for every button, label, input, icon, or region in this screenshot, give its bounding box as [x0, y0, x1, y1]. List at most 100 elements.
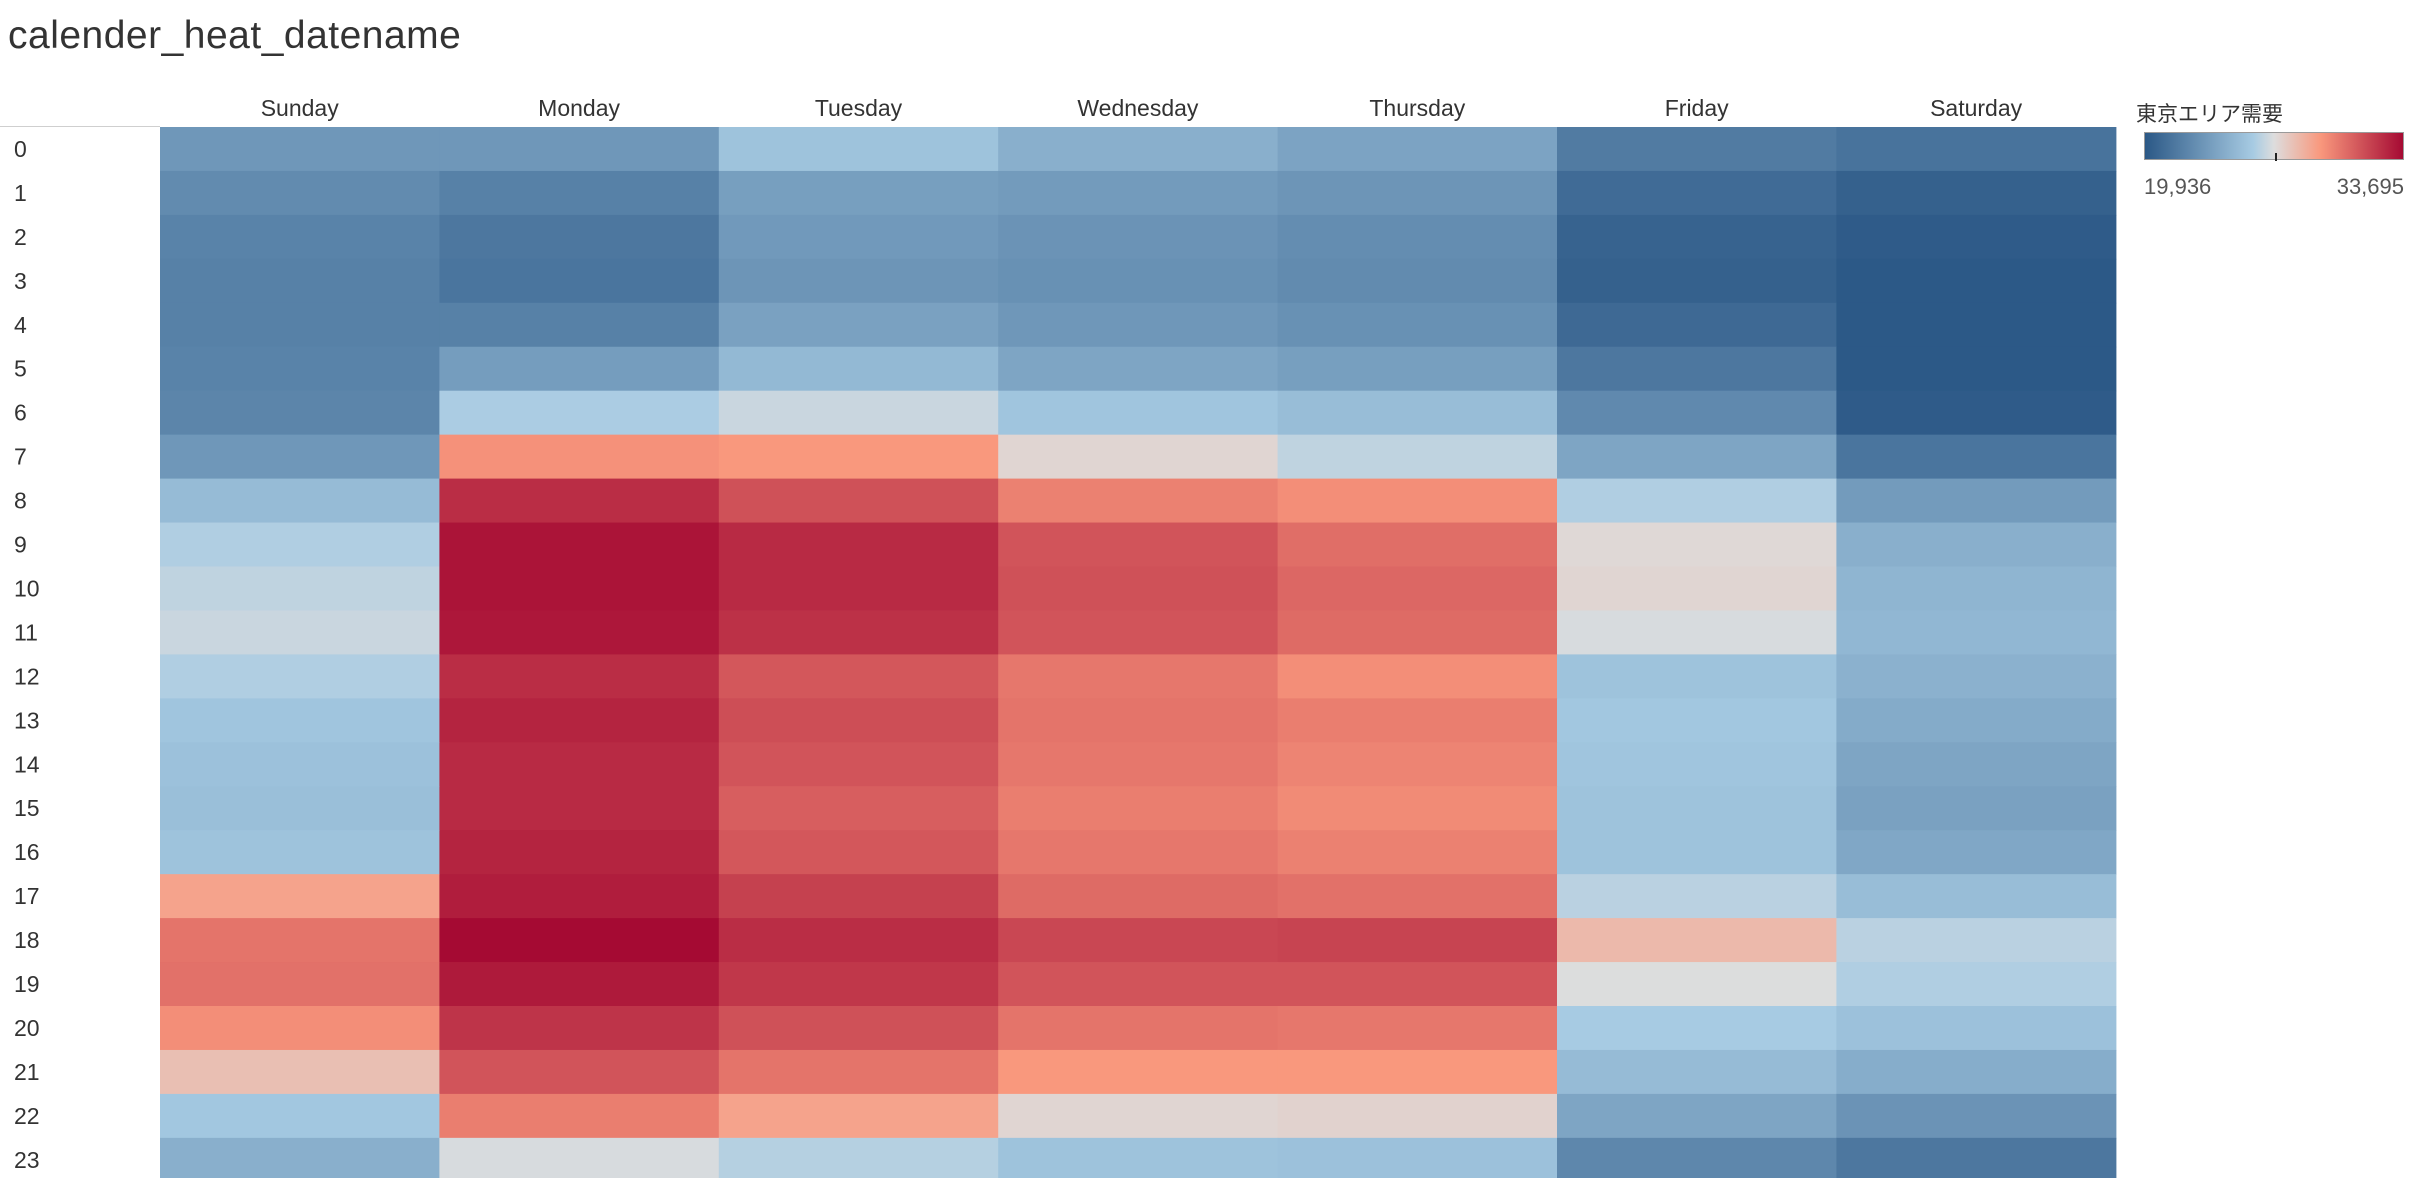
heatmap-cell-friday-11[interactable]	[1557, 610, 1837, 655]
heatmap-cell-saturday-14[interactable]	[1836, 742, 2117, 787]
heatmap-cell-sunday-19[interactable]	[160, 962, 440, 1007]
heatmap-cell-wednesday-2[interactable]	[998, 214, 1279, 260]
heatmap-cell-thursday-3[interactable]	[1277, 258, 1558, 304]
heatmap-cell-tuesday-15[interactable]	[718, 786, 999, 831]
heatmap-cell-monday-17[interactable]	[439, 874, 720, 919]
heatmap-cell-saturday-6[interactable]	[1836, 390, 2117, 436]
heatmap-cell-sunday-6[interactable]	[160, 390, 440, 436]
heatmap-cell-thursday-23[interactable]	[1277, 1137, 1558, 1178]
heatmap-cell-sunday-23[interactable]	[160, 1137, 440, 1178]
heatmap-cell-friday-0[interactable]	[1557, 127, 1837, 172]
heatmap-cell-saturday-23[interactable]	[1836, 1137, 2117, 1178]
heatmap-cell-saturday-11[interactable]	[1836, 610, 2117, 655]
heatmap-cell-sunday-1[interactable]	[160, 170, 440, 216]
heatmap-cell-thursday-10[interactable]	[1277, 566, 1558, 612]
heatmap-cell-wednesday-4[interactable]	[998, 302, 1279, 348]
heatmap-cell-thursday-14[interactable]	[1277, 742, 1558, 787]
heatmap-cell-tuesday-23[interactable]	[718, 1137, 999, 1178]
heatmap-cell-saturday-18[interactable]	[1836, 918, 2117, 963]
heatmap-cell-thursday-13[interactable]	[1277, 698, 1558, 743]
heatmap-cell-friday-10[interactable]	[1557, 566, 1837, 612]
heatmap-cell-wednesday-0[interactable]	[998, 127, 1279, 172]
heatmap-cell-thursday-16[interactable]	[1277, 830, 1558, 875]
heatmap-cell-saturday-17[interactable]	[1836, 874, 2117, 919]
heatmap-cell-friday-4[interactable]	[1557, 302, 1837, 348]
heatmap-cell-wednesday-1[interactable]	[998, 170, 1279, 216]
heatmap-cell-friday-2[interactable]	[1557, 214, 1837, 260]
heatmap-cell-thursday-12[interactable]	[1277, 654, 1558, 699]
heatmap-cell-thursday-6[interactable]	[1277, 390, 1558, 436]
heatmap-cell-monday-9[interactable]	[439, 522, 720, 568]
heatmap-cell-friday-9[interactable]	[1557, 522, 1837, 568]
heatmap-cell-friday-17[interactable]	[1557, 874, 1837, 919]
heatmap-cell-saturday-15[interactable]	[1836, 786, 2117, 831]
heatmap-cell-wednesday-16[interactable]	[998, 830, 1279, 875]
heatmap-cell-monday-18[interactable]	[439, 918, 720, 963]
heatmap-cell-monday-3[interactable]	[439, 258, 720, 304]
heatmap-cell-thursday-20[interactable]	[1277, 1006, 1558, 1051]
heatmap-cell-saturday-9[interactable]	[1836, 522, 2117, 568]
heatmap-cell-friday-13[interactable]	[1557, 698, 1837, 743]
heatmap-cell-monday-8[interactable]	[439, 478, 720, 524]
heatmap-cell-wednesday-5[interactable]	[998, 346, 1279, 392]
heatmap-cell-friday-3[interactable]	[1557, 258, 1837, 304]
heatmap-cell-sunday-13[interactable]	[160, 698, 440, 743]
heatmap-cell-saturday-0[interactable]	[1836, 127, 2117, 172]
heatmap-cell-wednesday-10[interactable]	[998, 566, 1279, 612]
heatmap-cell-sunday-21[interactable]	[160, 1049, 440, 1095]
heatmap-cell-monday-15[interactable]	[439, 786, 720, 831]
heatmap-cell-sunday-0[interactable]	[160, 127, 440, 172]
heatmap-cell-thursday-5[interactable]	[1277, 346, 1558, 392]
heatmap-cell-thursday-8[interactable]	[1277, 478, 1558, 524]
heatmap-cell-saturday-13[interactable]	[1836, 698, 2117, 743]
heatmap-cell-wednesday-9[interactable]	[998, 522, 1279, 568]
heatmap-cell-saturday-7[interactable]	[1836, 434, 2117, 480]
heatmap-cell-monday-12[interactable]	[439, 654, 720, 699]
heatmap-cell-monday-19[interactable]	[439, 962, 720, 1007]
heatmap-cell-tuesday-16[interactable]	[718, 830, 999, 875]
heatmap-cell-thursday-7[interactable]	[1277, 434, 1558, 480]
heatmap-cell-monday-23[interactable]	[439, 1137, 720, 1178]
heatmap-cell-sunday-5[interactable]	[160, 346, 440, 392]
heatmap-cell-tuesday-11[interactable]	[718, 610, 999, 655]
heatmap-cell-monday-20[interactable]	[439, 1006, 720, 1051]
heatmap-cell-tuesday-6[interactable]	[718, 390, 999, 436]
heatmap-cell-friday-5[interactable]	[1557, 346, 1837, 392]
heatmap-cell-thursday-15[interactable]	[1277, 786, 1558, 831]
heatmap-cell-sunday-17[interactable]	[160, 874, 440, 919]
heatmap-cell-saturday-8[interactable]	[1836, 478, 2117, 524]
heatmap-cell-tuesday-21[interactable]	[718, 1049, 999, 1095]
heatmap-cell-sunday-14[interactable]	[160, 742, 440, 787]
heatmap-cell-tuesday-9[interactable]	[718, 522, 999, 568]
heatmap-cell-wednesday-19[interactable]	[998, 962, 1279, 1007]
heatmap-cell-monday-0[interactable]	[439, 127, 720, 172]
heatmap-cell-friday-20[interactable]	[1557, 1006, 1837, 1051]
heatmap-cell-saturday-2[interactable]	[1836, 214, 2117, 260]
heatmap-cell-saturday-1[interactable]	[1836, 170, 2117, 216]
heatmap-cell-wednesday-15[interactable]	[998, 786, 1279, 831]
heatmap-cell-friday-15[interactable]	[1557, 786, 1837, 831]
heatmap-cell-tuesday-5[interactable]	[718, 346, 999, 392]
heatmap-cell-wednesday-17[interactable]	[998, 874, 1279, 919]
heatmap-cell-sunday-12[interactable]	[160, 654, 440, 699]
heatmap-cell-sunday-22[interactable]	[160, 1093, 440, 1139]
heatmap-cell-wednesday-11[interactable]	[998, 610, 1279, 655]
heatmap-cell-tuesday-2[interactable]	[718, 214, 999, 260]
heatmap-cell-sunday-20[interactable]	[160, 1006, 440, 1051]
heatmap-cell-friday-22[interactable]	[1557, 1093, 1837, 1139]
heatmap-cell-saturday-3[interactable]	[1836, 258, 2117, 304]
heatmap-cell-monday-22[interactable]	[439, 1093, 720, 1139]
heatmap-cell-monday-13[interactable]	[439, 698, 720, 743]
heatmap-cell-wednesday-13[interactable]	[998, 698, 1279, 743]
heatmap-cell-monday-21[interactable]	[439, 1049, 720, 1095]
heatmap-cell-wednesday-18[interactable]	[998, 918, 1279, 963]
heatmap-cell-tuesday-20[interactable]	[718, 1006, 999, 1051]
heatmap-cell-sunday-4[interactable]	[160, 302, 440, 348]
heatmap-cell-saturday-12[interactable]	[1836, 654, 2117, 699]
heatmap-cell-friday-6[interactable]	[1557, 390, 1837, 436]
heatmap-cell-saturday-22[interactable]	[1836, 1093, 2117, 1139]
heatmap-cell-sunday-16[interactable]	[160, 830, 440, 875]
heatmap-cell-tuesday-12[interactable]	[718, 654, 999, 699]
heatmap-cell-monday-16[interactable]	[439, 830, 720, 875]
heatmap-cell-wednesday-23[interactable]	[998, 1137, 1279, 1178]
